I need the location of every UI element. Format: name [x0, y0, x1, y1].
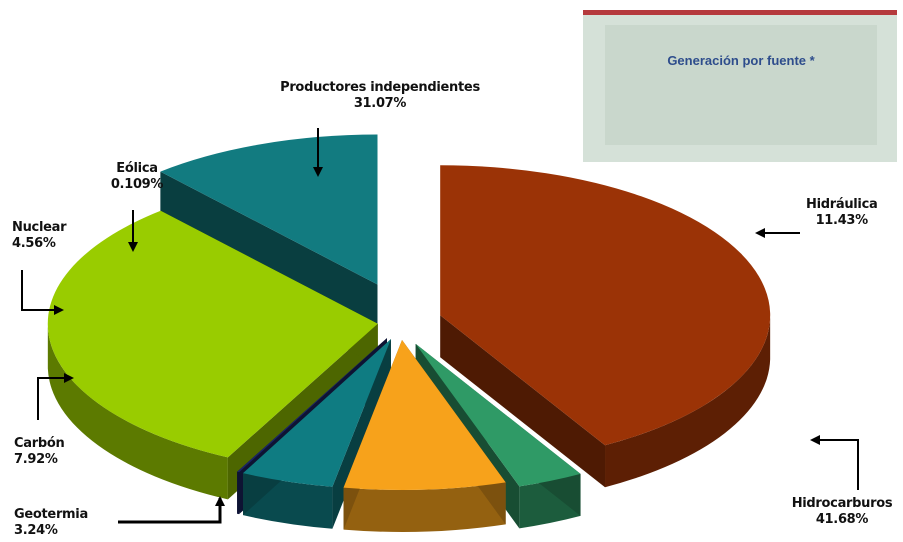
label-productores-name: Productores independientes	[280, 80, 480, 95]
slice-top	[343, 339, 506, 490]
pie-slice-carbón	[343, 339, 506, 532]
label-hidrocarburos-value: 41.68%	[815, 512, 869, 527]
label-hidraulica: Hidráulica 11.43%	[806, 197, 878, 229]
pie-slices	[47, 134, 771, 532]
label-eolica: Eólica 0.109%	[106, 161, 168, 193]
arrow-carbon	[37, 373, 74, 420]
label-productores: Productores independientes 31.07%	[250, 80, 510, 112]
label-hidraulica-name: Hidráulica	[806, 197, 878, 212]
label-eolica-value: 0.109%	[110, 177, 164, 192]
legend-box: Generación por fuente *	[583, 10, 897, 162]
slice-top	[440, 165, 771, 446]
legend-panel: Generación por fuente *	[605, 25, 877, 145]
slice-top	[243, 339, 391, 487]
arrow-nuclear	[21, 270, 64, 315]
slice-side	[47, 326, 228, 500]
slice-top	[415, 343, 581, 487]
label-hidraulica-value: 11.43%	[815, 213, 869, 228]
label-arrows	[21, 128, 859, 524]
label-nuclear-value: 4.56%	[12, 236, 56, 251]
slice-top	[160, 134, 378, 285]
slice-top	[47, 210, 378, 458]
label-geotermia-value: 3.24%	[14, 523, 58, 538]
label-productores-value: 31.07%	[353, 96, 407, 111]
slice-wall	[160, 171, 378, 327]
label-carbon-value: 7.92%	[14, 452, 58, 467]
pie-slice-hidrocarburos	[440, 165, 771, 488]
chart-title: Generación por fuente *	[667, 53, 815, 68]
label-nuclear: Nuclear 4.56%	[12, 220, 67, 252]
slice-side	[605, 317, 771, 488]
label-carbon-name: Carbón	[14, 436, 65, 451]
slice-wall	[440, 315, 606, 488]
arrow-geotermia	[118, 496, 225, 524]
label-hidrocarburos-name: Hidrocarburos	[791, 496, 893, 511]
pie-slice-hidráulica	[160, 134, 378, 327]
label-eolica-name: Eólica	[116, 161, 158, 176]
arrow-hidrocarburos	[810, 435, 859, 490]
label-geotermia-name: Geotermia	[14, 507, 88, 522]
slice-top	[237, 338, 388, 473]
label-geotermia: Geotermia 3.24%	[14, 507, 88, 539]
label-carbon: Carbón 7.92%	[14, 436, 65, 468]
label-hidrocarburos: Hidrocarburos 41.68%	[790, 496, 894, 528]
slice-side	[343, 482, 506, 532]
label-nuclear-name: Nuclear	[12, 220, 67, 235]
